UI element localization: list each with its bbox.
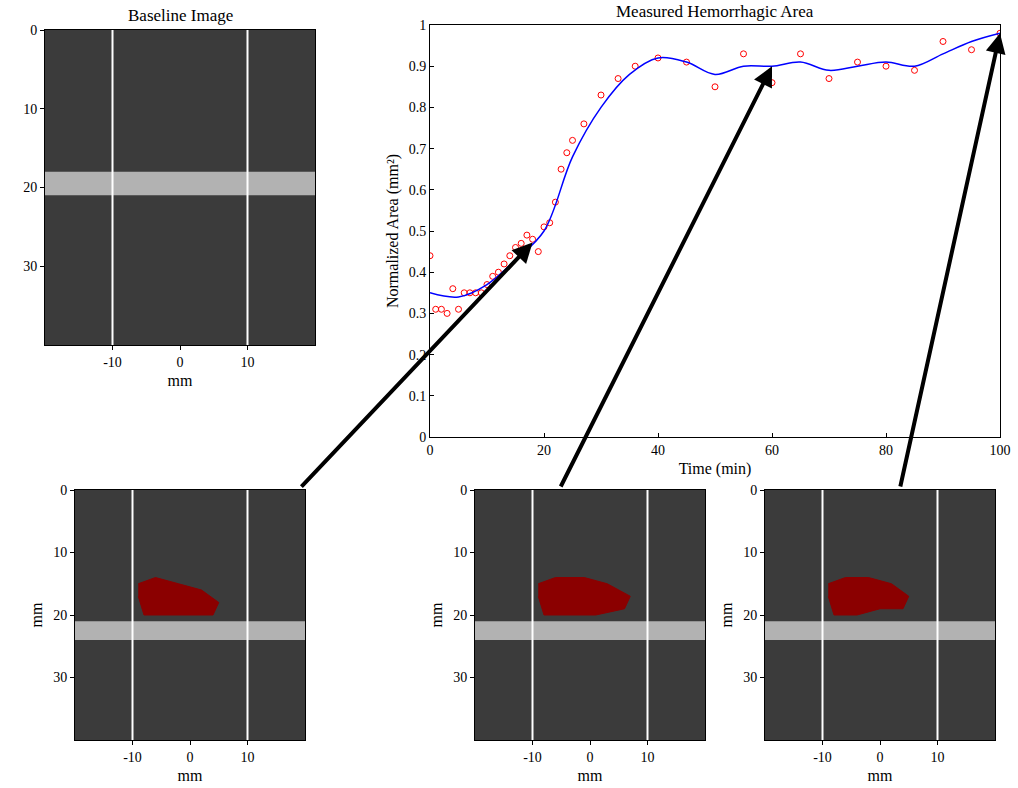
svg-text:0.8: 0.8 (409, 100, 427, 115)
svg-text:mm: mm (178, 767, 203, 784)
svg-text:mm: mm (868, 767, 893, 784)
svg-text:10: 10 (23, 102, 37, 117)
svg-text:0: 0 (460, 483, 467, 498)
svg-text:60: 60 (765, 443, 779, 458)
svg-text:0.9: 0.9 (409, 59, 427, 74)
svg-text:mm: mm (718, 602, 735, 627)
svg-text:40: 40 (651, 443, 665, 458)
svg-text:30: 30 (743, 670, 757, 685)
svg-text:100: 100 (990, 443, 1011, 458)
svg-text:Measured Hemorrhagic Area: Measured Hemorrhagic Area (616, 2, 814, 21)
svg-text:mm: mm (578, 767, 603, 784)
svg-text:20: 20 (743, 608, 757, 623)
svg-text:30: 30 (453, 670, 467, 685)
svg-text:0.6: 0.6 (409, 183, 427, 198)
svg-text:0.3: 0.3 (409, 306, 427, 321)
svg-text:-10: -10 (123, 750, 142, 765)
svg-text:0: 0 (877, 750, 884, 765)
svg-text:20: 20 (23, 180, 37, 195)
svg-text:0.4: 0.4 (409, 265, 427, 280)
svg-text:0.1: 0.1 (409, 389, 427, 404)
svg-text:10: 10 (241, 750, 255, 765)
svg-text:mm: mm (28, 602, 45, 627)
svg-text:20: 20 (53, 608, 67, 623)
svg-text:-10: -10 (523, 750, 542, 765)
svg-text:30: 30 (53, 670, 67, 685)
svg-text:-10: -10 (103, 355, 122, 370)
svg-text:mm: mm (168, 372, 193, 389)
svg-text:0: 0 (419, 430, 426, 445)
svg-text:0: 0 (587, 750, 594, 765)
svg-text:0.2: 0.2 (409, 348, 427, 363)
svg-text:0: 0 (187, 750, 194, 765)
svg-text:0: 0 (30, 23, 37, 38)
svg-text:Time (min): Time (min) (679, 460, 752, 478)
svg-text:10: 10 (641, 750, 655, 765)
svg-text:10: 10 (241, 355, 255, 370)
svg-text:10: 10 (931, 750, 945, 765)
svg-text:10: 10 (743, 545, 757, 560)
svg-text:80: 80 (879, 443, 893, 458)
svg-text:1: 1 (419, 18, 426, 33)
svg-text:0.5: 0.5 (409, 224, 427, 239)
svg-text:20: 20 (453, 608, 467, 623)
svg-text:0: 0 (750, 483, 757, 498)
svg-text:0: 0 (177, 355, 184, 370)
svg-text:Normalized Area (mm²): Normalized Area (mm²) (384, 154, 402, 308)
svg-text:Baseline Image: Baseline Image (128, 6, 233, 25)
svg-text:-10: -10 (813, 750, 832, 765)
svg-text:20: 20 (537, 443, 551, 458)
svg-text:0.7: 0.7 (409, 142, 427, 157)
svg-text:10: 10 (453, 545, 467, 560)
svg-text:0: 0 (427, 443, 434, 458)
svg-text:30: 30 (23, 259, 37, 274)
svg-text:mm: mm (428, 602, 445, 627)
svg-text:0: 0 (60, 483, 67, 498)
svg-text:10: 10 (53, 545, 67, 560)
